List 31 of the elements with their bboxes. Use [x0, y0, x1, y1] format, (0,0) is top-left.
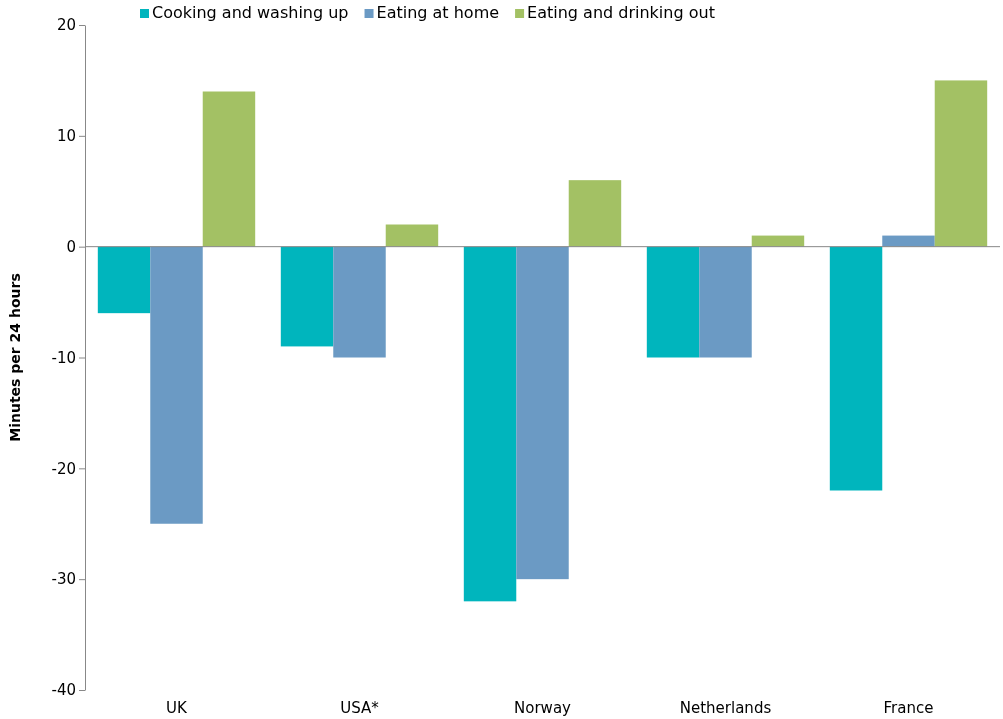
legend-label: Eating at home — [376, 3, 500, 22]
bar — [385, 224, 439, 247]
bar — [751, 235, 805, 247]
y-tick-label: -30 — [51, 570, 76, 589]
y-tick-label: -40 — [51, 681, 76, 700]
x-tick-label: UK — [166, 698, 189, 717]
bar — [699, 246, 752, 358]
legend-label: Cooking and washing up — [152, 3, 349, 22]
y-tick-label: -10 — [51, 348, 76, 367]
bar — [333, 246, 386, 358]
bar — [829, 246, 883, 491]
bar — [463, 246, 517, 602]
bar — [882, 235, 935, 247]
bar — [516, 246, 569, 580]
y-axis-title: Minutes per 24 hours — [7, 273, 23, 442]
bar — [97, 246, 151, 314]
bar — [646, 246, 700, 358]
y-tick-label: 20 — [56, 16, 76, 35]
x-tick-label: Netherlands — [679, 698, 772, 717]
x-tick-label: France — [883, 698, 934, 717]
bar — [150, 246, 203, 524]
bar — [202, 91, 256, 247]
bar — [280, 246, 334, 347]
y-tick-label: 0 — [66, 237, 76, 256]
x-tick-label: Norway — [514, 698, 572, 717]
x-tick-label: USA* — [340, 698, 380, 717]
y-tick-label: -20 — [51, 459, 76, 478]
bar — [568, 180, 622, 247]
legend-label: Eating and drinking out — [527, 3, 715, 22]
bar — [934, 80, 988, 247]
y-tick-label: 10 — [56, 127, 76, 146]
